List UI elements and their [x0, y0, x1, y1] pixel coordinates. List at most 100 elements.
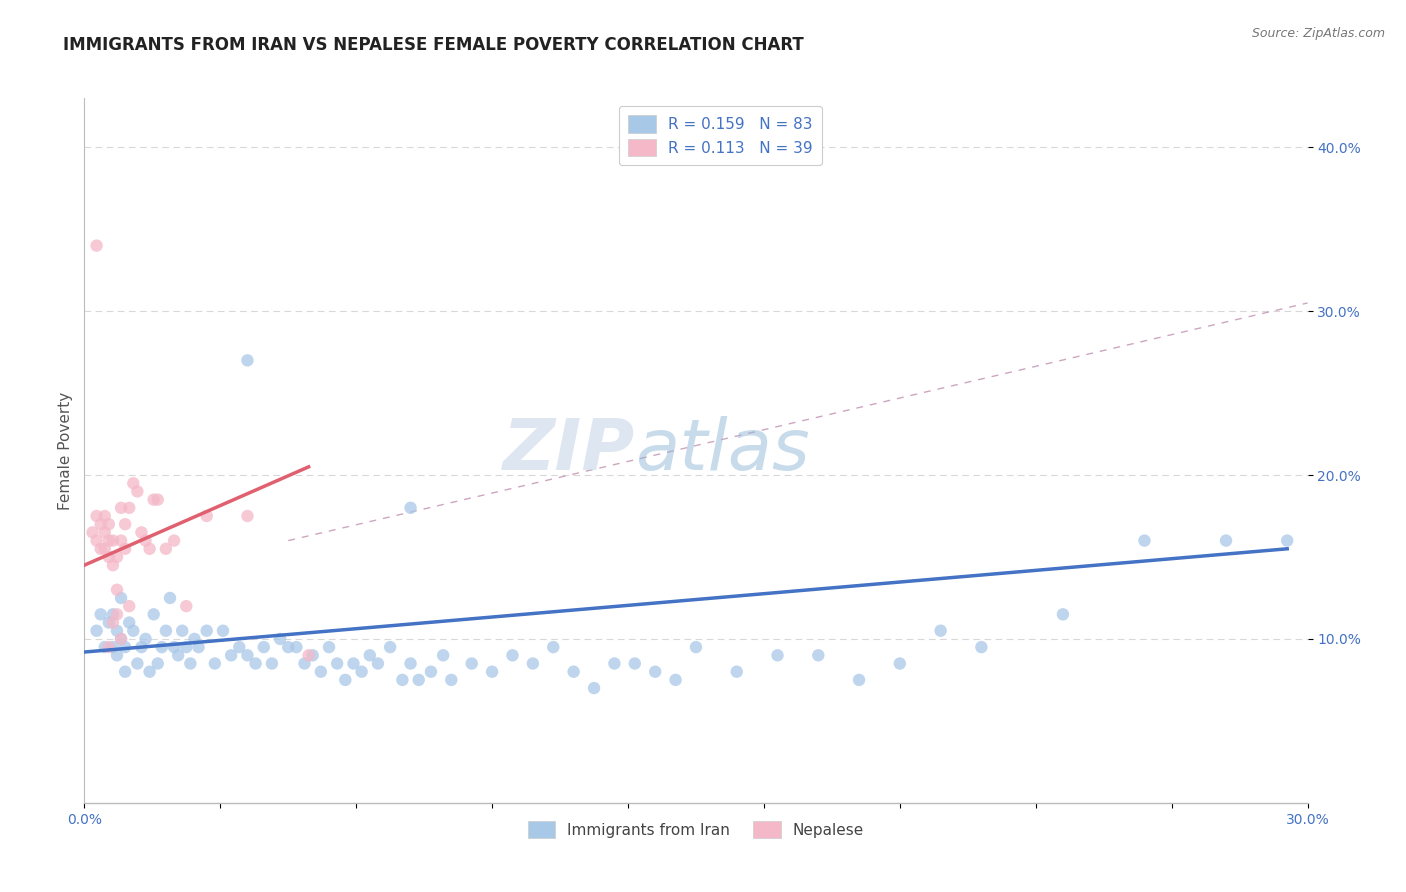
Point — [146, 492, 169, 507]
Point — [318, 640, 340, 654]
Point — [110, 500, 132, 515]
Point — [236, 648, 259, 663]
Point — [101, 640, 124, 654]
Point — [127, 657, 149, 671]
Point — [142, 607, 165, 622]
Y-axis label: Female Poverty: Female Poverty — [58, 392, 73, 509]
Point — [1215, 533, 1237, 548]
Point — [150, 640, 173, 654]
Point — [82, 525, 104, 540]
Point — [212, 624, 235, 638]
Point — [807, 648, 830, 663]
Point — [644, 665, 666, 679]
Point — [114, 665, 136, 679]
Point — [481, 665, 503, 679]
Point — [122, 624, 145, 638]
Point — [93, 508, 115, 523]
Point — [399, 500, 422, 515]
Point — [90, 517, 112, 532]
Point — [929, 624, 952, 638]
Point — [204, 657, 226, 671]
Point — [1133, 533, 1156, 548]
Point — [326, 657, 349, 671]
Point — [179, 657, 201, 671]
Point — [195, 508, 218, 523]
Point — [543, 640, 565, 654]
Point — [138, 665, 160, 679]
Point — [114, 517, 136, 532]
Point — [97, 517, 120, 532]
Point — [183, 632, 205, 646]
Point — [118, 615, 141, 630]
Point — [766, 648, 789, 663]
Point — [127, 484, 149, 499]
Point — [110, 591, 132, 605]
Point — [101, 615, 124, 630]
Point — [187, 640, 209, 654]
Point — [174, 599, 197, 614]
Point — [97, 549, 120, 564]
Point — [253, 640, 276, 654]
Point — [167, 648, 190, 663]
Point — [138, 541, 160, 556]
Point — [101, 533, 124, 548]
Point — [380, 640, 402, 654]
Text: IMMIGRANTS FROM IRAN VS NEPALESE FEMALE POVERTY CORRELATION CHART: IMMIGRANTS FROM IRAN VS NEPALESE FEMALE … — [63, 36, 804, 54]
Point — [391, 673, 413, 687]
Point — [408, 673, 430, 687]
Point — [219, 648, 242, 663]
Point — [228, 640, 250, 654]
Point — [294, 657, 316, 671]
Point — [142, 492, 165, 507]
Point — [131, 525, 153, 540]
Text: atlas: atlas — [636, 416, 810, 485]
Point — [285, 640, 308, 654]
Point — [725, 665, 748, 679]
Point — [101, 607, 124, 622]
Point — [432, 648, 454, 663]
Point — [522, 657, 544, 671]
Point — [172, 624, 194, 638]
Point — [665, 673, 688, 687]
Point — [245, 657, 267, 671]
Point — [1052, 607, 1074, 622]
Point — [236, 508, 259, 523]
Point — [269, 632, 291, 646]
Point — [260, 657, 283, 671]
Point — [440, 673, 463, 687]
Point — [163, 640, 186, 654]
Point — [399, 657, 422, 671]
Point — [105, 549, 128, 564]
Point — [114, 640, 136, 654]
Point — [309, 665, 332, 679]
Point — [105, 648, 128, 663]
Point — [114, 541, 136, 556]
Point — [624, 657, 647, 671]
Legend: Immigrants from Iran, Nepalese: Immigrants from Iran, Nepalese — [522, 814, 870, 845]
Point — [163, 533, 186, 548]
Point — [277, 640, 299, 654]
Point — [195, 624, 218, 638]
Text: Source: ZipAtlas.com: Source: ZipAtlas.com — [1251, 27, 1385, 40]
Point — [110, 632, 132, 646]
Point — [298, 648, 321, 663]
Point — [97, 615, 120, 630]
Point — [335, 673, 357, 687]
Point — [603, 657, 626, 671]
Point — [502, 648, 524, 663]
Point — [236, 353, 259, 368]
Point — [93, 525, 115, 540]
Point — [90, 541, 112, 556]
Point — [86, 508, 108, 523]
Point — [86, 533, 108, 548]
Point — [90, 607, 112, 622]
Point — [146, 657, 169, 671]
Point — [155, 624, 177, 638]
Point — [159, 591, 181, 605]
Point — [155, 541, 177, 556]
Point — [86, 238, 108, 252]
Point — [110, 632, 132, 646]
Point — [562, 665, 585, 679]
Point — [420, 665, 443, 679]
Point — [122, 476, 145, 491]
